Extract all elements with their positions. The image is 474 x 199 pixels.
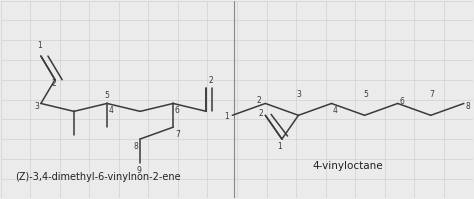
- Text: 2: 2: [258, 109, 263, 118]
- Text: 2: 2: [52, 79, 56, 88]
- Text: 6: 6: [174, 106, 180, 115]
- Text: 4: 4: [333, 106, 338, 115]
- Text: 3: 3: [35, 102, 39, 111]
- Text: 1: 1: [37, 41, 42, 50]
- Text: (Z)-3,4-dimethyl-6-vinylnon-2-ene: (Z)-3,4-dimethyl-6-vinylnon-2-ene: [15, 173, 181, 182]
- Text: 8: 8: [133, 142, 138, 151]
- Text: 2: 2: [209, 76, 213, 85]
- Text: 2: 2: [257, 96, 262, 105]
- Text: 4-vinyloctane: 4-vinyloctane: [313, 161, 383, 171]
- Text: 1: 1: [277, 142, 282, 151]
- Text: 5: 5: [363, 90, 368, 99]
- Text: 1: 1: [225, 112, 229, 121]
- Text: 7: 7: [429, 90, 434, 99]
- Text: 7: 7: [175, 130, 181, 139]
- Text: 4: 4: [109, 106, 113, 115]
- Text: 8: 8: [465, 102, 470, 111]
- Text: 9: 9: [136, 166, 141, 175]
- Text: 6: 6: [399, 98, 404, 106]
- Text: 3: 3: [296, 90, 301, 99]
- Text: 5: 5: [105, 91, 109, 100]
